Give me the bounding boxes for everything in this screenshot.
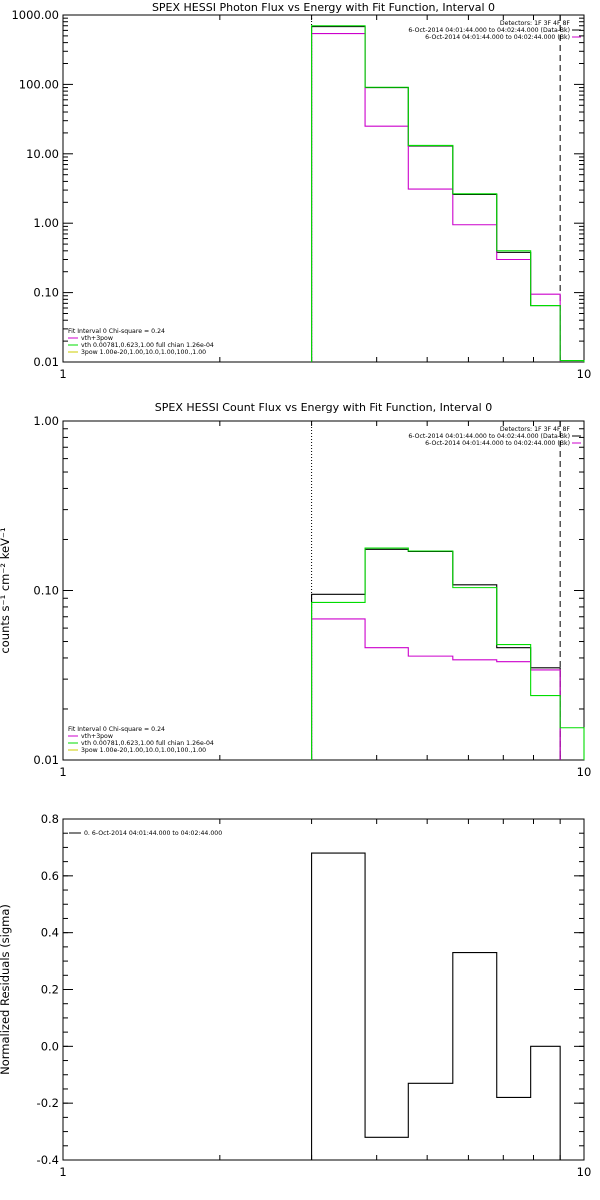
plot-frame (62, 14, 585, 363)
plot-frame (62, 818, 585, 1161)
y-tick-label: -0.2 (37, 1096, 59, 1110)
legend-top-text: 6-Oct-2014 04:01:44.000 to 04:02:44.000 … (408, 27, 570, 34)
legend-top-text: Detectors: 1F 3F 4F 8F (500, 20, 571, 27)
legend-bottom-text: vth+3pow (81, 335, 113, 342)
x-tick-label: 1 (59, 1165, 66, 1179)
y-tick-label: 10.00 (26, 147, 59, 161)
y-tick-label: -0.4 (37, 1153, 59, 1167)
residuals-panel: 1 10 0.8 0.6 0.4 0.2 0.0 -0.2 -0.4 Normalized Res… (0, 812, 591, 1179)
series-bk (311, 618, 561, 760)
series-data-bk (311, 548, 561, 760)
chart-title: SPEX HESSI Photon Flux vs Energy with Fi… (152, 1, 495, 14)
series-residuals (311, 852, 561, 1160)
y-tick-label: 0.10 (33, 286, 59, 300)
plot-frame (62, 420, 585, 761)
x-tick-label: 1 (59, 765, 66, 779)
y-tick-label: 0.01 (33, 355, 59, 369)
y-tick-label: 0.10 (33, 584, 59, 598)
legend-bottom-text: vth 0.00781,0.623,1.00 full chian 1.26e-… (81, 740, 214, 747)
series-vth-3pow (311, 25, 585, 362)
y-tick-label: 1.00 (33, 216, 59, 230)
legend-top-text: 6-Oct-2014 04:01:44.000 to 04:02:44.000 … (408, 433, 570, 440)
y-tick-label: 0.4 (41, 926, 59, 940)
legend-top-text: Detectors: 1F 3F 4F 8F (500, 426, 571, 433)
legend-bottom-text: 3pow 1.00e-20,1.00,10.0,1.00,100.,1.00 (81, 747, 206, 754)
y-tick-label: 1.00 (33, 414, 59, 428)
series-vth-3pow (311, 547, 585, 760)
y-axis-label: counts s⁻¹ cm⁻² keV⁻¹ (0, 527, 12, 653)
y-tick-label: 0.01 (33, 753, 59, 767)
series-data-bk (311, 26, 561, 362)
legend-bottom-text: 3pow 1.00e-20,1.00,10.0,1.00,100.,1.00 (81, 349, 206, 356)
y-axis-label: Normalized Residuals (sigma) (0, 904, 12, 1075)
series-bk (311, 33, 561, 362)
y-tick-label: 1000.00 (11, 8, 59, 22)
x-tick-label: 10 (577, 1165, 592, 1179)
y-tick-label: 0.0 (41, 1039, 59, 1053)
legend-top-text: 6-Oct-2014 04:01:44.000 to 04:02:44.000 … (425, 34, 570, 41)
x-tick-label: 10 (577, 367, 592, 381)
y-tick-label: 0.6 (41, 869, 59, 883)
y-tick-label: 0.8 (41, 812, 59, 826)
x-tick-label: 10 (577, 765, 592, 779)
legend-text: 0. 6-Oct-2014 04:01:44.000 to 04:02:44.0… (84, 830, 222, 837)
legend-bottom-text: Fit Interval 0 Chi-square = 0.24 (68, 726, 165, 733)
photon-flux-panel: SPEX HESSI Photon Flux vs Energy with Fi… (11, 1, 591, 381)
x-tick-label: 1 (59, 367, 66, 381)
legend-bottom-text: vth+3pow (81, 733, 113, 740)
legend-top-text: 6-Oct-2014 04:01:44.000 to 04:02:44.000 … (425, 440, 570, 447)
y-tick-label: 100.00 (19, 77, 59, 91)
chart-title: SPEX HESSI Count Flux vs Energy with Fit… (155, 401, 492, 414)
legend-bottom-text: Fit Interval 0 Chi-square = 0.24 (68, 328, 165, 335)
legend-bottom-text: vth 0.00781,0.623,1.00 full chian 1.26e-… (81, 342, 214, 349)
count-flux-panel: SPEX HESSI Count Flux vs Energy with Fit… (0, 401, 591, 779)
y-tick-label: 0.2 (41, 983, 59, 997)
